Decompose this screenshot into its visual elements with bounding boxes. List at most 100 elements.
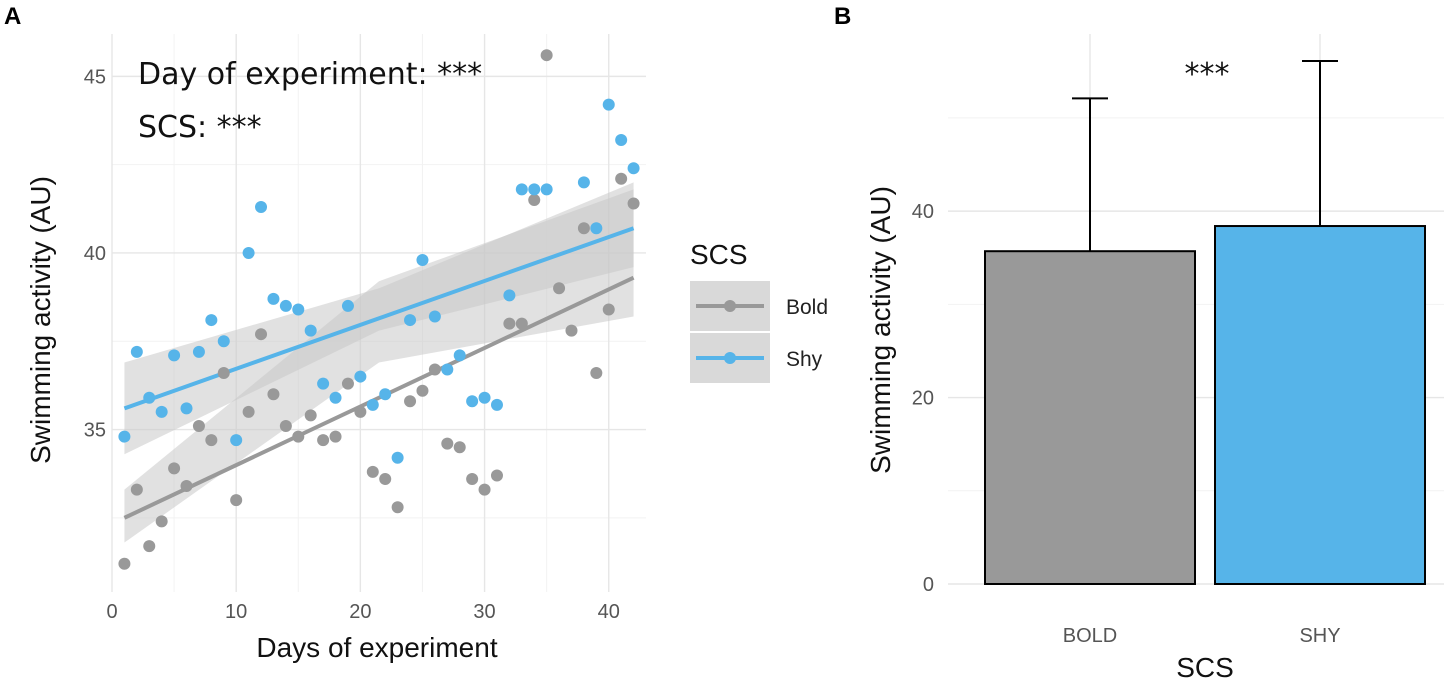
panel-b-bars bbox=[984, 225, 1426, 585]
legend-key-bold-point bbox=[724, 300, 736, 312]
data-point-bold bbox=[627, 197, 640, 210]
data-point-shy bbox=[515, 183, 528, 196]
data-point-bold bbox=[242, 405, 255, 418]
panel-b-x-axis-title: SCS bbox=[1176, 652, 1234, 682]
legend-title: SCS bbox=[690, 239, 748, 270]
data-point-bold bbox=[391, 501, 404, 514]
legend-label-bold: Bold bbox=[786, 296, 828, 319]
data-point-bold bbox=[168, 462, 181, 475]
y-tick-label: 40 bbox=[84, 243, 106, 265]
data-point-bold bbox=[267, 388, 280, 401]
data-point-shy bbox=[503, 289, 516, 302]
data-point-bold bbox=[366, 465, 379, 478]
data-point-shy bbox=[205, 314, 218, 327]
data-point-bold bbox=[528, 193, 541, 206]
y-tick-label: 40 bbox=[912, 201, 934, 223]
data-point-bold bbox=[304, 409, 317, 422]
data-point-bold bbox=[466, 472, 479, 485]
data-point-bold bbox=[553, 282, 566, 295]
panel-a-x-axis-title: Days of experiment bbox=[256, 632, 497, 663]
data-point-bold bbox=[230, 494, 243, 507]
data-point-shy bbox=[255, 201, 268, 214]
annotation-day: Day of experiment: *** bbox=[138, 57, 482, 92]
x-tick-label: 0 bbox=[106, 601, 117, 623]
data-point-bold bbox=[478, 483, 491, 496]
data-point-bold bbox=[490, 469, 503, 482]
panel-b-significance: *** bbox=[1185, 57, 1230, 92]
y-tick-label: 20 bbox=[912, 388, 934, 410]
data-point-bold bbox=[590, 367, 603, 380]
data-point-bold bbox=[329, 430, 342, 443]
x-tick-label: 40 bbox=[598, 601, 620, 623]
data-point-bold bbox=[354, 405, 367, 418]
data-point-bold bbox=[292, 430, 305, 443]
data-point-shy bbox=[354, 370, 367, 383]
data-point-bold bbox=[118, 557, 131, 570]
data-point-shy bbox=[615, 133, 628, 146]
panel-b-label: B bbox=[834, 3, 851, 30]
data-point-bold bbox=[143, 540, 156, 553]
data-point-shy bbox=[130, 345, 143, 358]
data-point-bold bbox=[180, 480, 193, 493]
panel-a-trend-lines bbox=[123, 226, 635, 520]
data-point-bold bbox=[453, 441, 466, 454]
data-point-bold bbox=[615, 172, 628, 185]
data-point-shy bbox=[292, 303, 305, 316]
data-point-bold bbox=[565, 324, 578, 337]
data-point-bold bbox=[130, 483, 143, 496]
data-point-bold bbox=[428, 363, 441, 376]
data-point-shy bbox=[391, 451, 404, 464]
panel-b-ticks: 0 20 40 BOLD SHY bbox=[912, 201, 1341, 647]
data-point-shy bbox=[577, 176, 590, 189]
data-point-shy bbox=[267, 292, 280, 305]
data-point-shy bbox=[180, 402, 193, 415]
data-point-shy bbox=[528, 183, 541, 196]
data-point-bold bbox=[416, 384, 429, 397]
data-point-bold bbox=[217, 367, 230, 380]
data-point-bold bbox=[602, 303, 615, 316]
x-tick-label: SHY bbox=[1299, 625, 1340, 647]
panel-a-ticks: 0 10 20 30 40 35 40 45 bbox=[84, 66, 620, 623]
data-point-shy bbox=[379, 388, 392, 401]
data-point-bold bbox=[205, 434, 218, 447]
panel-a-y-axis-title: Swimming activity (AU) bbox=[25, 176, 56, 464]
bar-bold bbox=[984, 250, 1196, 585]
data-point-shy bbox=[242, 246, 255, 259]
panel-a-label: A bbox=[4, 3, 21, 30]
data-point-shy bbox=[230, 434, 243, 447]
data-point-bold bbox=[255, 328, 268, 341]
data-point-shy bbox=[317, 377, 330, 390]
data-point-shy bbox=[366, 398, 379, 411]
data-point-bold bbox=[341, 377, 354, 390]
x-tick-label: 30 bbox=[473, 601, 495, 623]
data-point-bold bbox=[441, 437, 454, 450]
data-point-shy bbox=[217, 335, 230, 348]
data-point-shy bbox=[168, 349, 181, 362]
data-point-shy bbox=[341, 299, 354, 312]
data-point-shy bbox=[478, 391, 491, 404]
annotation-scs: SCS: *** bbox=[138, 110, 262, 145]
y-tick-label: 45 bbox=[84, 66, 106, 88]
y-tick-label: 0 bbox=[923, 574, 934, 596]
data-point-shy bbox=[416, 254, 429, 267]
data-point-shy bbox=[602, 98, 615, 111]
data-point-shy bbox=[453, 349, 466, 362]
x-tick-label: BOLD bbox=[1063, 625, 1117, 647]
x-tick-label: 10 bbox=[225, 601, 247, 623]
data-point-shy bbox=[118, 430, 131, 443]
data-point-shy bbox=[627, 162, 640, 175]
data-point-shy bbox=[540, 183, 553, 196]
legend-label-shy: Shy bbox=[786, 348, 823, 371]
data-point-shy bbox=[441, 363, 454, 376]
data-point-shy bbox=[428, 310, 441, 323]
data-point-bold bbox=[279, 420, 292, 433]
y-tick-label: 35 bbox=[84, 420, 106, 442]
data-point-shy bbox=[590, 222, 603, 235]
bar-shy bbox=[1214, 225, 1426, 585]
trend-line-shy bbox=[123, 226, 635, 411]
data-point-bold bbox=[503, 317, 516, 330]
data-point-shy bbox=[143, 391, 156, 404]
data-point-shy bbox=[192, 345, 205, 358]
data-point-bold bbox=[404, 395, 417, 408]
